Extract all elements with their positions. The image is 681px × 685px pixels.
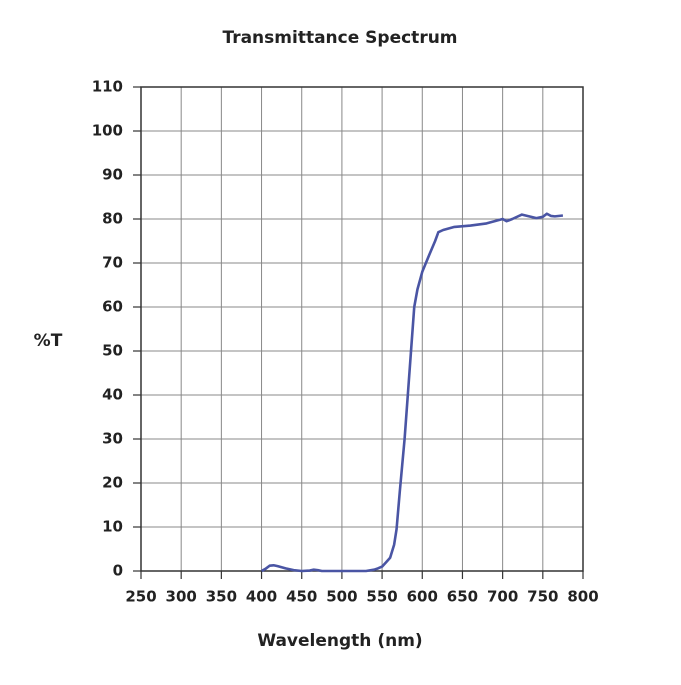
y-tick-label: 70 [102,254,123,272]
chart-title: Transmittance Spectrum [222,28,457,48]
x-tick-label: 700 [487,588,518,606]
x-tick-label: 600 [407,588,438,606]
x-tick-label: 250 [125,588,156,606]
x-tick-label: 650 [447,588,478,606]
y-tick-label: 30 [102,430,123,448]
x-tick-label: 350 [206,588,237,606]
y-tick-label: 10 [102,518,123,536]
y-tick-label: 80 [102,210,123,228]
plot-frame [140,86,584,572]
x-axis-label: Wavelength (nm) [257,631,422,651]
x-tick-label: 500 [326,588,357,606]
x-tick-label: 300 [166,588,197,606]
y-tick-label: 110 [92,78,123,96]
y-tick-label: 0 [113,562,123,580]
data-line [260,212,564,573]
x-tick-label: 550 [366,588,397,606]
y-tick-label: 40 [102,386,123,404]
y-tick-label: 90 [102,166,123,184]
x-tick-label: 750 [527,588,558,606]
x-tick-label: 800 [567,588,598,606]
y-axis-label: %T [34,331,63,351]
x-tick-label: 450 [286,588,317,606]
y-tick-label: 60 [102,298,123,316]
y-tick-label: 100 [92,122,123,140]
y-tick-label: 50 [102,342,123,360]
x-tick-label: 400 [246,588,277,606]
y-tick-label: 20 [102,474,123,492]
